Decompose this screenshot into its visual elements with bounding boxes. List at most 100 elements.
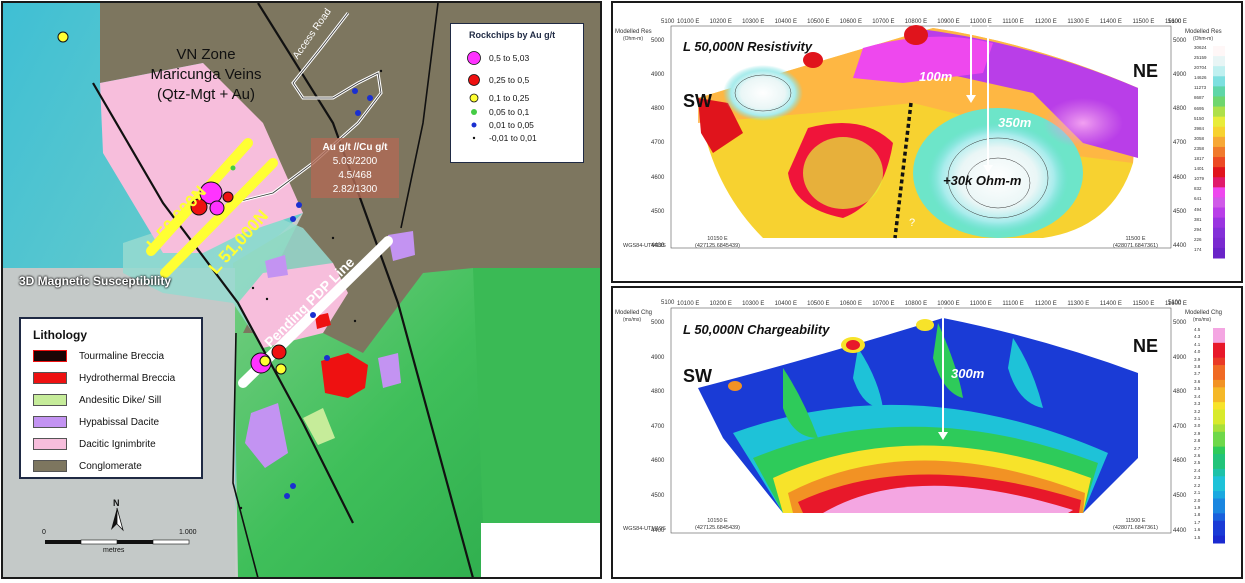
contour-line: [947, 137, 1049, 219]
interpreted-fault-line: [893, 102, 913, 239]
rockchip-blue: [290, 483, 296, 489]
mag-susceptibility-label: 3D Magnetic Susceptibility: [19, 274, 172, 288]
y-tick-label: 4800: [651, 106, 665, 113]
y-tick-label: 4800: [1173, 106, 1187, 113]
resistivity-colorbar: [1213, 46, 1225, 259]
colorbar-tick-label: 14626: [1194, 75, 1207, 81]
colorbar-swatch: [1213, 177, 1225, 188]
y-tick-label: 4800: [1173, 389, 1187, 396]
rockchip-blue: [324, 355, 330, 361]
colorbar-swatch: [1213, 335, 1225, 344]
colorbar-tick-label: 30624: [1194, 45, 1207, 50]
lithology-label: Hypabissal Dacite: [79, 416, 160, 428]
colorbar-swatch: [1213, 402, 1225, 411]
zone-title-line: VN Zone: [176, 46, 236, 63]
colorbar-swatch: [1213, 46, 1225, 57]
x-tick-label: 10500 E: [807, 301, 830, 307]
x-tick-label: 10400 E: [774, 19, 797, 25]
colorbar-tick-label: 11273: [1194, 85, 1207, 91]
colorbar-tick-label: 2.2: [1194, 482, 1201, 488]
resistivity-section-panel: L 50,000N Resistivity SW NE 100m 350m +3…: [611, 1, 1243, 283]
coord-line: (427125.6845439): [695, 525, 740, 531]
colorbar-swatch: [1213, 468, 1225, 477]
colorbar-swatch: [1213, 328, 1225, 336]
colorbar-tick-label: 2.7: [1194, 445, 1201, 451]
scale-bar-segment: [80, 539, 118, 545]
ignimbrite-pink: [100, 63, 303, 253]
chargeability-tongue: [933, 323, 963, 398]
y-tick-label: 5000: [651, 38, 665, 44]
rockchip-black: [251, 286, 255, 290]
colorbar-tick-label: 5150: [1194, 115, 1205, 121]
lithology-legend-row: Hydrothermal Breccia: [33, 371, 175, 385]
colorbar-tick-label: 832: [1194, 186, 1202, 192]
dacite-patch-3: [245, 403, 288, 468]
fault-line-west: [92, 82, 354, 524]
question-mark-label: ?: [909, 217, 916, 229]
y-axis-label: Modelled Res: [615, 29, 652, 35]
colorbar-swatch: [1213, 76, 1225, 87]
chargeability-colorbar: [1213, 328, 1225, 544]
assay-header: Au g/t //Cu g/t: [322, 142, 388, 153]
scale-start-label: 0: [42, 529, 46, 536]
contour-line: [965, 157, 1031, 209]
colorbar-swatch: [1213, 197, 1225, 209]
y-axis-label: Modelled Chg: [615, 310, 653, 316]
y-tick-label: 4500: [651, 493, 665, 500]
lithology-legend-row: Andesitic Dike/ Sill: [33, 393, 161, 407]
x-tick-start: 5100: [661, 19, 675, 25]
datum-label: WGS84-UTM19S: [623, 526, 666, 532]
fault-line-south: [232, 332, 259, 577]
y-tick-label: 4400: [651, 527, 665, 534]
resistivity-red-top: [904, 25, 928, 45]
colorbar-swatch: [1213, 146, 1225, 158]
x-tick-label: 10800 E: [904, 19, 928, 25]
rockchip-green: [230, 165, 236, 171]
scale-bar-segment: [45, 540, 81, 544]
colorbar-tick-label: 4.3: [1194, 334, 1201, 340]
rockchip-red-2: [222, 191, 234, 203]
colorbar-swatch: [1213, 56, 1225, 67]
colorbar-tick-label: 3.3: [1194, 401, 1201, 407]
rockchip-blue: [310, 312, 316, 318]
rockchip-red: [190, 198, 208, 216]
resistivity-title: L 50,000N Resistivity: [683, 39, 813, 54]
rockchips-legend-label: 0,1 to 0,25: [489, 93, 530, 103]
x-tick-end: 5100: [1168, 300, 1182, 306]
rockchip-magenta-2: [209, 200, 225, 216]
colorbar-swatch: [1213, 498, 1225, 507]
colorbar-tick-label: 2.0: [1194, 497, 1201, 503]
ne-label: NE: [1133, 61, 1159, 81]
rockchips-legend-row: 0,01 to 0,05: [463, 119, 534, 131]
section-line-51000: [160, 158, 278, 278]
colorbar-swatch: [1213, 157, 1225, 168]
lithology-swatch: [33, 438, 67, 450]
y-tick-label: 4400: [1173, 242, 1187, 249]
access-road-outline: [232, 12, 382, 204]
rockchip-yellow: [57, 31, 69, 43]
colorbar-swatch: [1213, 394, 1225, 403]
colorbar-tick-label: 381: [1194, 216, 1202, 222]
colorbar-swatch: [1213, 424, 1225, 433]
legend-circle-icon: [468, 74, 480, 86]
rockchip-black: [239, 506, 243, 510]
dacite-patch-2: [265, 255, 288, 278]
chargeability-section: [670, 307, 1225, 544]
y-tick-label: 4900: [1173, 72, 1187, 79]
colorbar-tick-label: 2.5: [1194, 460, 1201, 466]
x-tick-label: 10400 E: [774, 301, 797, 307]
assay-row: 5.03/2200: [332, 156, 378, 167]
resistivity-high-sw: [723, 65, 803, 121]
assay-row: 2.82/1300: [332, 184, 378, 195]
lithology-label: Hydrothermal Breccia: [79, 372, 176, 384]
colorbar-tick-label: 1817: [1194, 156, 1205, 162]
colorbar-tick-label: 1.6: [1194, 527, 1201, 533]
x-tick-end: 5100: [1168, 19, 1182, 25]
colorbar-tick-label: 2.9: [1194, 430, 1201, 436]
colorbar-swatch: [1213, 350, 1225, 359]
x-tick-label: 11600 E: [1165, 19, 1187, 25]
colorbar-swatch: [1213, 379, 1225, 388]
bottom-right-coord: 11500 E (428071.6847361): [1113, 518, 1158, 532]
lithology-legend-row: Conglomerate: [33, 459, 142, 473]
anomaly-label: +30k Ohm-m: [943, 173, 1022, 188]
